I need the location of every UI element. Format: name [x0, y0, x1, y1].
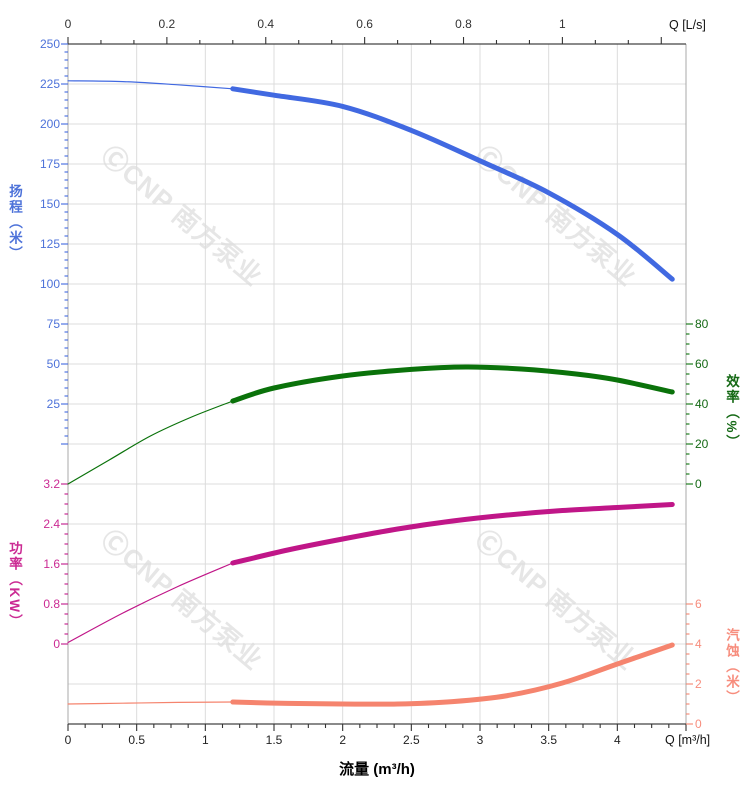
power-curve-thin	[67, 562, 234, 644]
efficiency-curve-thin	[67, 400, 234, 485]
npsh-curve	[230, 642, 675, 707]
npsh-curve-thin	[67, 701, 234, 705]
head-curve	[230, 86, 675, 282]
efficiency-curve	[230, 364, 675, 404]
head-curve-thin	[67, 80, 234, 90]
power-curve	[230, 502, 675, 566]
